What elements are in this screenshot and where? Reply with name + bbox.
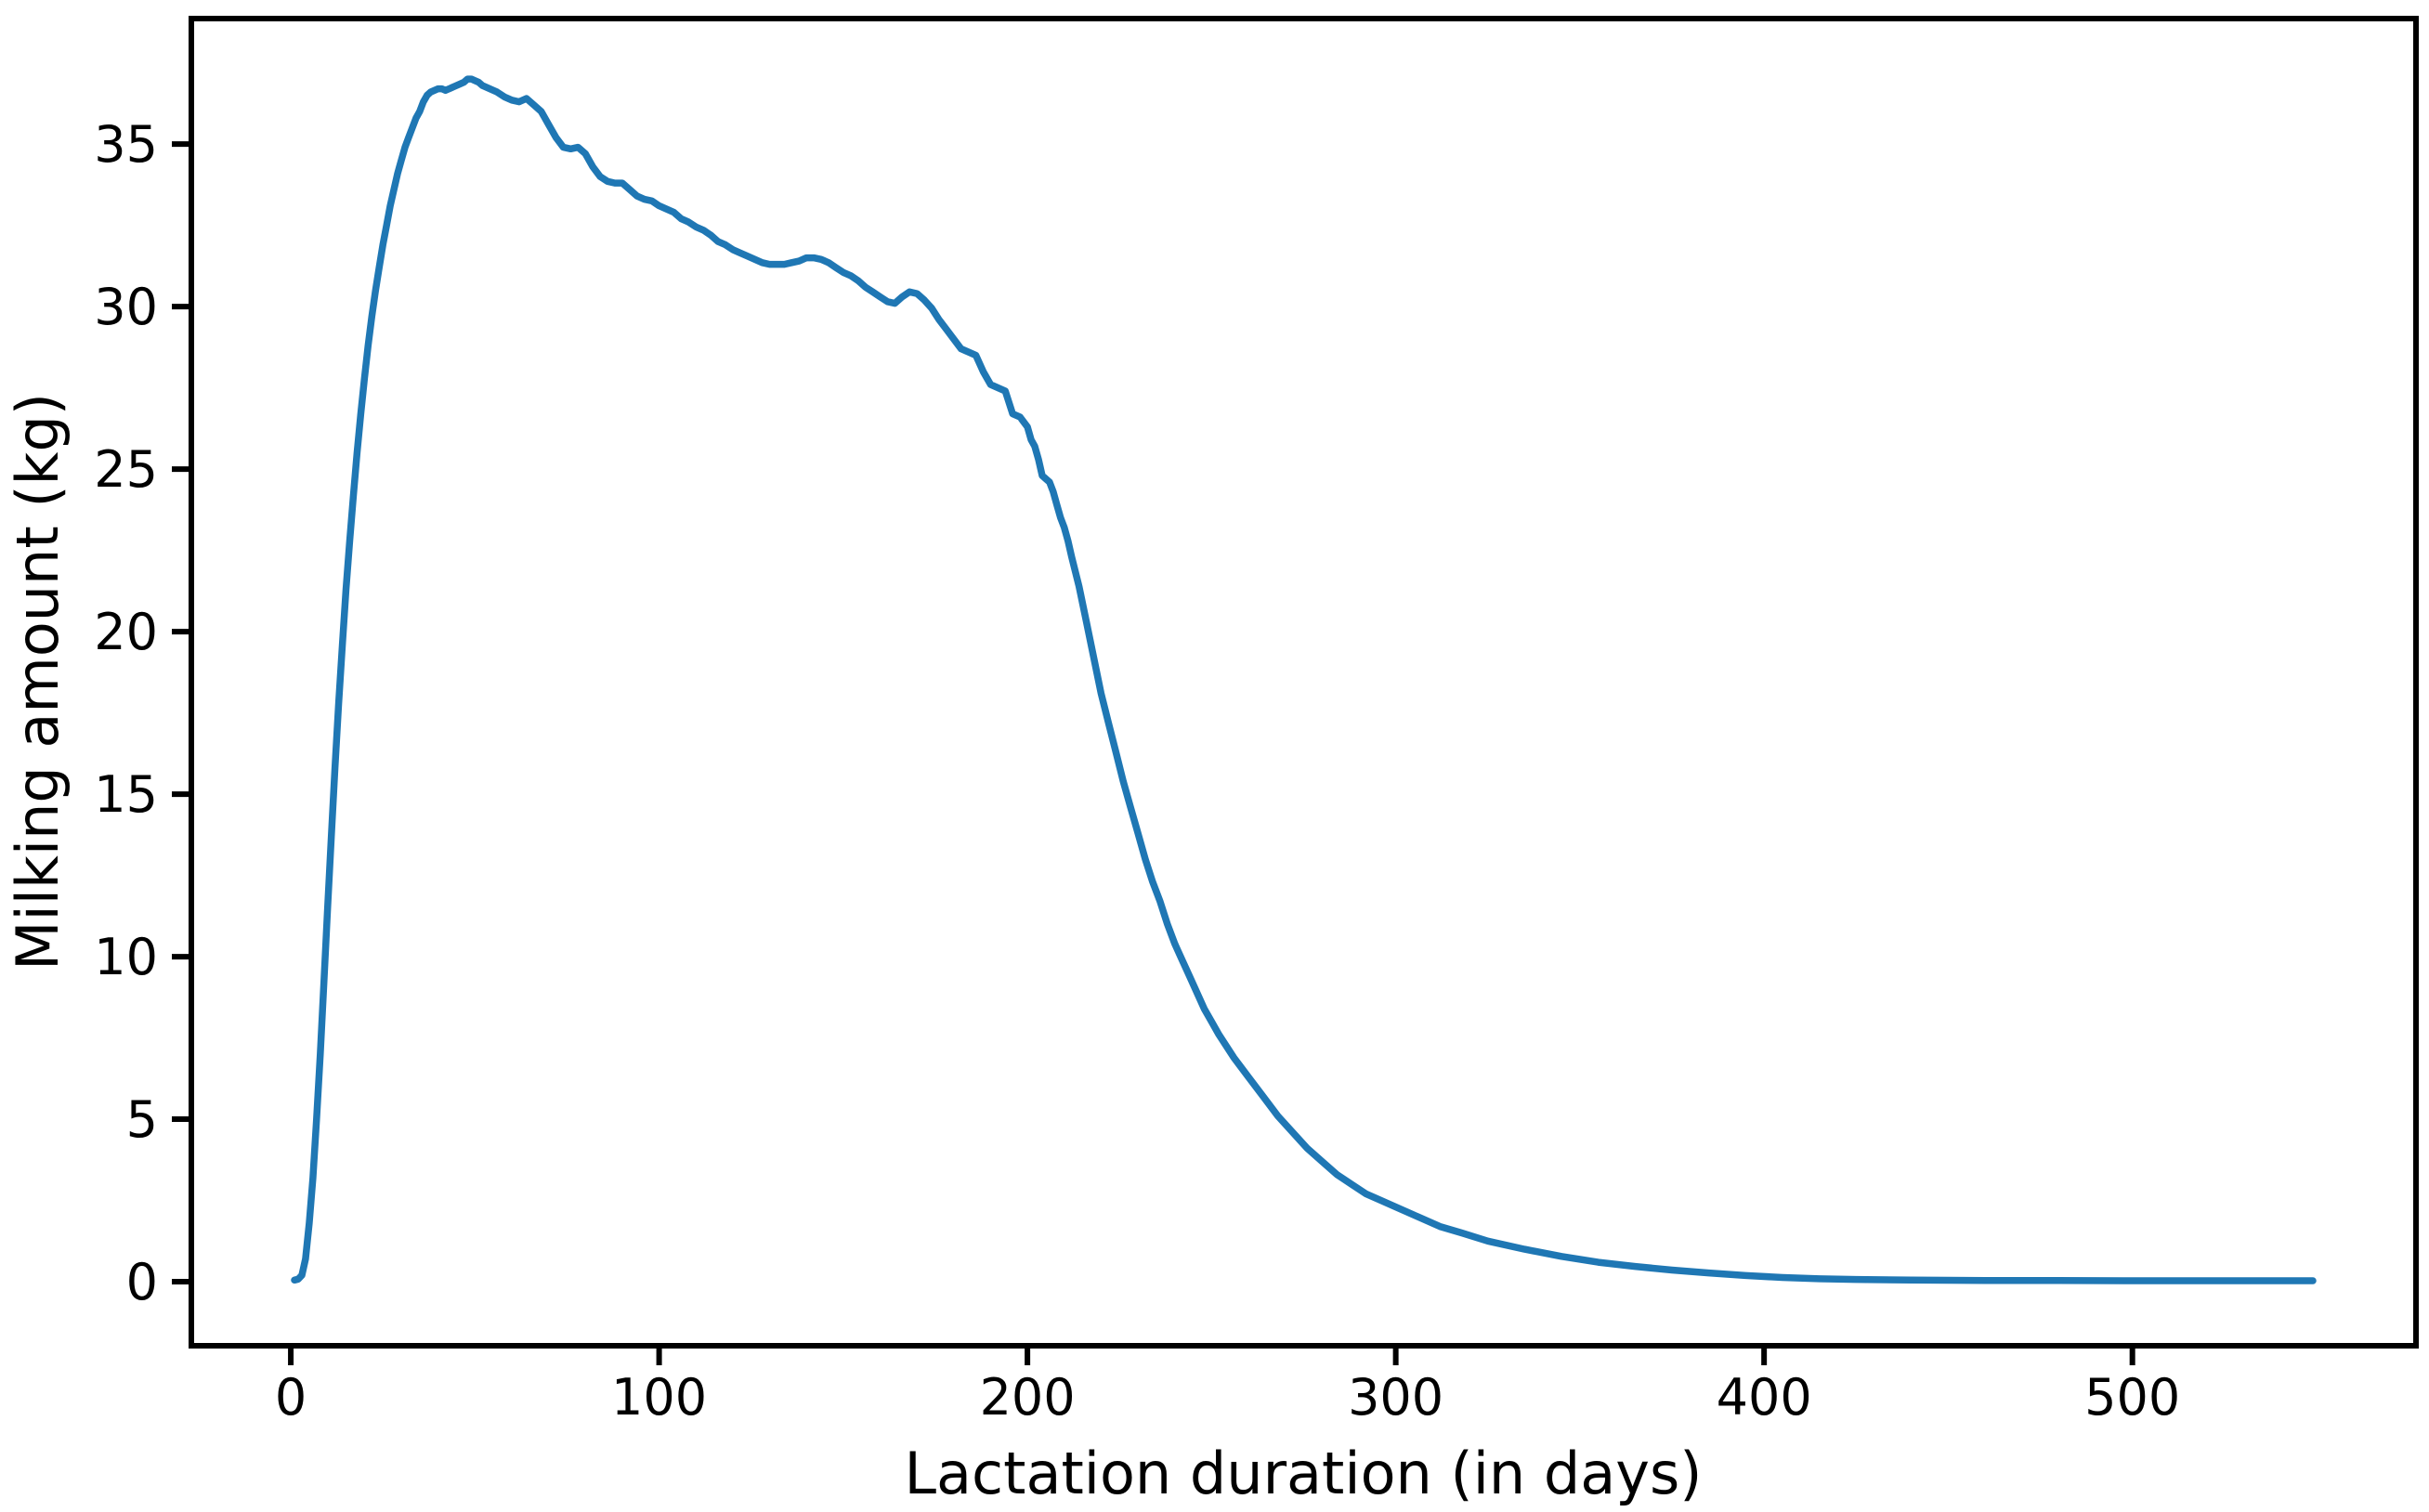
y-tick-label: 20: [94, 603, 158, 661]
x-axis-ticks: 0 100 200 300 400 500: [275, 1346, 2180, 1427]
plot-area: [191, 19, 2416, 1346]
milking-curve-line: [291, 75, 2317, 1284]
y-tick-label: 35: [94, 115, 158, 174]
x-tick-label: 200: [980, 1368, 1076, 1427]
x-tick-label: 500: [2084, 1368, 2180, 1427]
x-tick-label: 300: [1348, 1368, 1443, 1427]
y-tick-label: 15: [94, 765, 158, 824]
x-tick-label: 400: [1717, 1368, 1812, 1427]
milking-curve-group: [291, 75, 2317, 1284]
y-tick-label: 0: [126, 1253, 158, 1311]
axes-spines: [189, 16, 2419, 1349]
y-tick-label: 25: [94, 440, 158, 499]
y-axis-label: Milking amount (kg): [4, 393, 72, 971]
y-tick-label: 30: [94, 278, 158, 336]
x-tick-label: 100: [611, 1368, 707, 1427]
y-tick-label: 10: [94, 928, 158, 986]
x-axis-label: Lactation duration (in days): [905, 1440, 1703, 1507]
y-axis-ticks: 0 5 10 15 20 25 30 35: [94, 115, 191, 1311]
x-tick-label: 0: [275, 1368, 307, 1427]
y-tick-label: 5: [126, 1090, 158, 1149]
